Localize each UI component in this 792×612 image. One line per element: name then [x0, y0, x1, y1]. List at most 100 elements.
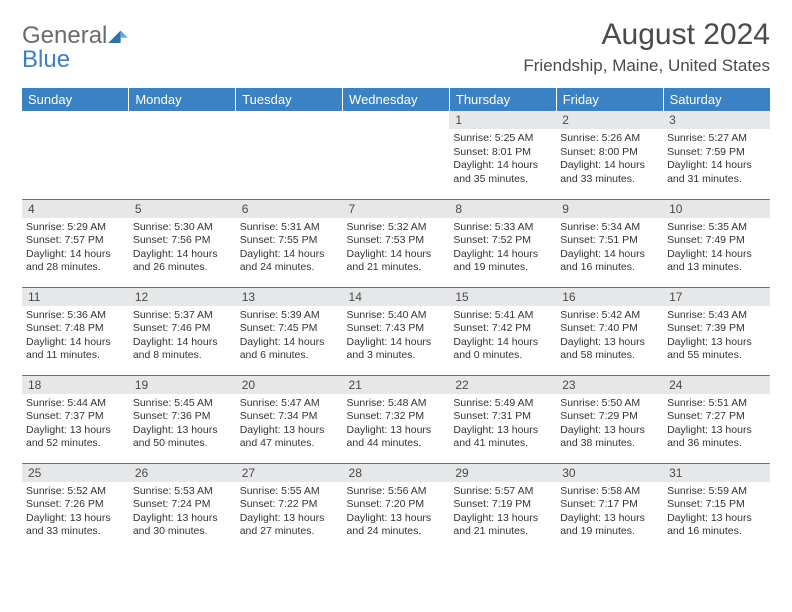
calendar-cell: 11Sunrise: 5:36 AMSunset: 7:48 PMDayligh… — [22, 287, 129, 375]
calendar-row: 11Sunrise: 5:36 AMSunset: 7:48 PMDayligh… — [22, 287, 770, 375]
calendar-cell: 21Sunrise: 5:48 AMSunset: 7:32 PMDayligh… — [343, 375, 450, 463]
calendar-row: 4Sunrise: 5:29 AMSunset: 7:57 PMDaylight… — [22, 199, 770, 287]
header-right: August 2024 Friendship, Maine, United St… — [523, 18, 770, 76]
day-info: Sunrise: 5:42 AMSunset: 7:40 PMDaylight:… — [556, 306, 663, 367]
day-header: Sunday — [22, 88, 129, 111]
calendar-cell: 29Sunrise: 5:57 AMSunset: 7:19 PMDayligh… — [449, 463, 556, 551]
day-number: 24 — [663, 376, 770, 394]
day-number: 17 — [663, 288, 770, 306]
day-info: Sunrise: 5:49 AMSunset: 7:31 PMDaylight:… — [449, 394, 556, 455]
calendar-cell — [22, 111, 129, 199]
day-info: Sunrise: 5:32 AMSunset: 7:53 PMDaylight:… — [343, 218, 450, 279]
calendar-cell: 5Sunrise: 5:30 AMSunset: 7:56 PMDaylight… — [129, 199, 236, 287]
day-number: 21 — [343, 376, 450, 394]
calendar-row: 18Sunrise: 5:44 AMSunset: 7:37 PMDayligh… — [22, 375, 770, 463]
day-number: 14 — [343, 288, 450, 306]
calendar-body: 1Sunrise: 5:25 AMSunset: 8:01 PMDaylight… — [22, 111, 770, 551]
day-info: Sunrise: 5:44 AMSunset: 7:37 PMDaylight:… — [22, 394, 129, 455]
day-info: Sunrise: 5:48 AMSunset: 7:32 PMDaylight:… — [343, 394, 450, 455]
day-number: 8 — [449, 200, 556, 218]
day-number: 20 — [236, 376, 343, 394]
calendar-cell — [129, 111, 236, 199]
calendar-cell: 12Sunrise: 5:37 AMSunset: 7:46 PMDayligh… — [129, 287, 236, 375]
day-info: Sunrise: 5:37 AMSunset: 7:46 PMDaylight:… — [129, 306, 236, 367]
day-info: Sunrise: 5:45 AMSunset: 7:36 PMDaylight:… — [129, 394, 236, 455]
calendar-cell: 19Sunrise: 5:45 AMSunset: 7:36 PMDayligh… — [129, 375, 236, 463]
logo-mark-icon — [108, 24, 128, 48]
calendar-cell: 1Sunrise: 5:25 AMSunset: 8:01 PMDaylight… — [449, 111, 556, 199]
calendar-cell: 13Sunrise: 5:39 AMSunset: 7:45 PMDayligh… — [236, 287, 343, 375]
calendar-cell — [236, 111, 343, 199]
day-number: 12 — [129, 288, 236, 306]
day-number: 10 — [663, 200, 770, 218]
day-header: Wednesday — [343, 88, 450, 111]
day-number: 13 — [236, 288, 343, 306]
day-info: Sunrise: 5:35 AMSunset: 7:49 PMDaylight:… — [663, 218, 770, 279]
day-number: 23 — [556, 376, 663, 394]
day-number: 18 — [22, 376, 129, 394]
day-info: Sunrise: 5:29 AMSunset: 7:57 PMDaylight:… — [22, 218, 129, 279]
calendar-cell: 16Sunrise: 5:42 AMSunset: 7:40 PMDayligh… — [556, 287, 663, 375]
day-header: Monday — [129, 88, 236, 111]
day-info: Sunrise: 5:47 AMSunset: 7:34 PMDaylight:… — [236, 394, 343, 455]
calendar-cell: 26Sunrise: 5:53 AMSunset: 7:24 PMDayligh… — [129, 463, 236, 551]
day-header: Tuesday — [236, 88, 343, 111]
day-number: 3 — [663, 111, 770, 129]
calendar-cell — [343, 111, 450, 199]
day-info: Sunrise: 5:58 AMSunset: 7:17 PMDaylight:… — [556, 482, 663, 543]
calendar-cell: 24Sunrise: 5:51 AMSunset: 7:27 PMDayligh… — [663, 375, 770, 463]
calendar-row: 1Sunrise: 5:25 AMSunset: 8:01 PMDaylight… — [22, 111, 770, 199]
calendar-cell: 25Sunrise: 5:52 AMSunset: 7:26 PMDayligh… — [22, 463, 129, 551]
day-info: Sunrise: 5:30 AMSunset: 7:56 PMDaylight:… — [129, 218, 236, 279]
day-info: Sunrise: 5:59 AMSunset: 7:15 PMDaylight:… — [663, 482, 770, 543]
day-number: 1 — [449, 111, 556, 129]
day-number: 26 — [129, 464, 236, 482]
day-number: 9 — [556, 200, 663, 218]
calendar-cell: 3Sunrise: 5:27 AMSunset: 7:59 PMDaylight… — [663, 111, 770, 199]
day-number: 15 — [449, 288, 556, 306]
calendar-cell: 23Sunrise: 5:50 AMSunset: 7:29 PMDayligh… — [556, 375, 663, 463]
day-number: 19 — [129, 376, 236, 394]
calendar-cell: 6Sunrise: 5:31 AMSunset: 7:55 PMDaylight… — [236, 199, 343, 287]
day-info: Sunrise: 5:25 AMSunset: 8:01 PMDaylight:… — [449, 129, 556, 190]
day-info: Sunrise: 5:27 AMSunset: 7:59 PMDaylight:… — [663, 129, 770, 190]
day-number: 7 — [343, 200, 450, 218]
calendar-cell: 30Sunrise: 5:58 AMSunset: 7:17 PMDayligh… — [556, 463, 663, 551]
day-info: Sunrise: 5:50 AMSunset: 7:29 PMDaylight:… — [556, 394, 663, 455]
day-info: Sunrise: 5:53 AMSunset: 7:24 PMDaylight:… — [129, 482, 236, 543]
day-number: 31 — [663, 464, 770, 482]
logo: GeneralBlue — [22, 18, 128, 72]
day-info: Sunrise: 5:33 AMSunset: 7:52 PMDaylight:… — [449, 218, 556, 279]
logo-text-blue: Blue — [22, 46, 70, 73]
day-number: 30 — [556, 464, 663, 482]
day-info: Sunrise: 5:36 AMSunset: 7:48 PMDaylight:… — [22, 306, 129, 367]
calendar-cell: 22Sunrise: 5:49 AMSunset: 7:31 PMDayligh… — [449, 375, 556, 463]
calendar-cell: 10Sunrise: 5:35 AMSunset: 7:49 PMDayligh… — [663, 199, 770, 287]
day-info: Sunrise: 5:26 AMSunset: 8:00 PMDaylight:… — [556, 129, 663, 190]
calendar-cell: 4Sunrise: 5:29 AMSunset: 7:57 PMDaylight… — [22, 199, 129, 287]
calendar-cell: 17Sunrise: 5:43 AMSunset: 7:39 PMDayligh… — [663, 287, 770, 375]
day-info: Sunrise: 5:52 AMSunset: 7:26 PMDaylight:… — [22, 482, 129, 543]
day-info: Sunrise: 5:55 AMSunset: 7:22 PMDaylight:… — [236, 482, 343, 543]
day-number: 29 — [449, 464, 556, 482]
calendar-cell: 8Sunrise: 5:33 AMSunset: 7:52 PMDaylight… — [449, 199, 556, 287]
calendar-cell: 14Sunrise: 5:40 AMSunset: 7:43 PMDayligh… — [343, 287, 450, 375]
day-number: 2 — [556, 111, 663, 129]
day-header: Saturday — [663, 88, 770, 111]
calendar-cell: 20Sunrise: 5:47 AMSunset: 7:34 PMDayligh… — [236, 375, 343, 463]
calendar-cell: 9Sunrise: 5:34 AMSunset: 7:51 PMDaylight… — [556, 199, 663, 287]
day-number: 4 — [22, 200, 129, 218]
day-number: 22 — [449, 376, 556, 394]
calendar-cell: 27Sunrise: 5:55 AMSunset: 7:22 PMDayligh… — [236, 463, 343, 551]
calendar-cell: 7Sunrise: 5:32 AMSunset: 7:53 PMDaylight… — [343, 199, 450, 287]
day-info: Sunrise: 5:31 AMSunset: 7:55 PMDaylight:… — [236, 218, 343, 279]
calendar-cell: 28Sunrise: 5:56 AMSunset: 7:20 PMDayligh… — [343, 463, 450, 551]
title-month: August 2024 — [523, 18, 770, 52]
day-info: Sunrise: 5:43 AMSunset: 7:39 PMDaylight:… — [663, 306, 770, 367]
day-number: 5 — [129, 200, 236, 218]
logo-text-general: General — [22, 24, 107, 48]
day-header: Friday — [556, 88, 663, 111]
calendar-row: 25Sunrise: 5:52 AMSunset: 7:26 PMDayligh… — [22, 463, 770, 551]
calendar-cell: 31Sunrise: 5:59 AMSunset: 7:15 PMDayligh… — [663, 463, 770, 551]
day-info: Sunrise: 5:57 AMSunset: 7:19 PMDaylight:… — [449, 482, 556, 543]
